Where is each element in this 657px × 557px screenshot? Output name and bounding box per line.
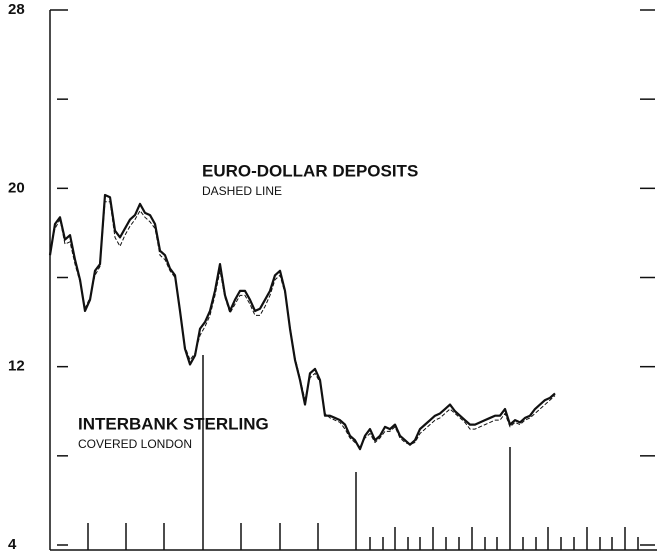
annotation: EURO-DOLLAR DEPOSITS — [202, 161, 418, 180]
annotation: COVERED LONDON — [78, 437, 192, 451]
y-tick-label: 4 — [8, 536, 17, 553]
y-tick-label: 12 — [8, 358, 25, 375]
x-ticks — [49, 10, 657, 551]
series-line — [49, 201, 556, 448]
y-tick-label: 28 — [8, 1, 25, 18]
y-tick-label: 20 — [8, 179, 25, 196]
series-line — [48, 193, 556, 451]
annotation: INTERBANK STERLING — [78, 414, 269, 433]
annotation: DASHED LINE — [202, 184, 282, 198]
